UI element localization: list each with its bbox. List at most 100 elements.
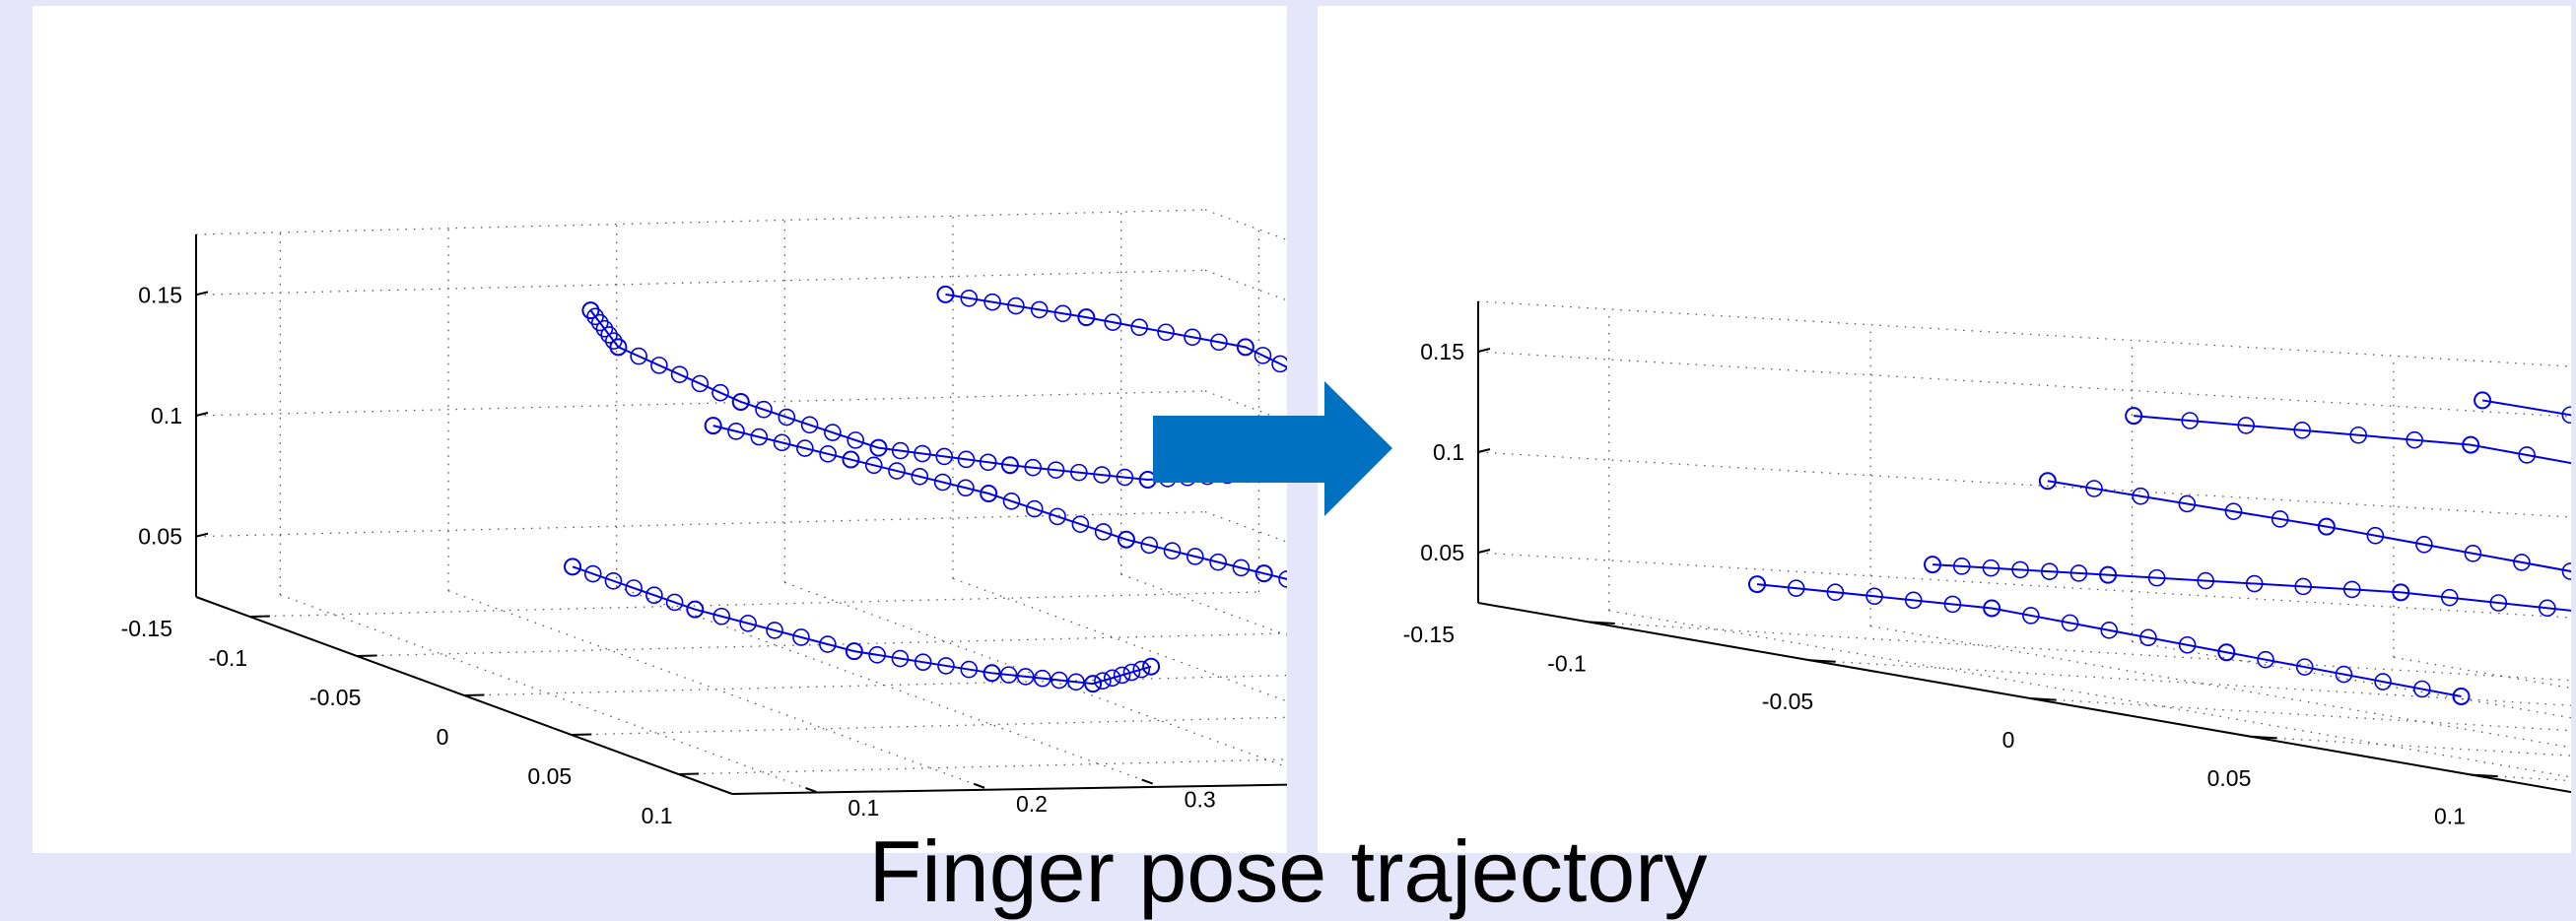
data-point [2349,426,2367,444]
data-point [1130,318,1148,337]
data-point [957,450,976,469]
data-point [2464,545,2482,562]
data-point [2440,588,2459,607]
data-point [888,462,906,480]
data-point [1787,579,1805,597]
data-point [796,439,814,457]
data-point [868,646,886,664]
right-3d-plot: -0.1-0.0500.050.10.10.20.30.40.50.050.10… [1403,300,2571,829]
data-point [2069,564,2088,582]
z-tick-label: 0.05 [138,524,182,550]
x-tick-mark [357,654,377,657]
z-tick-mark [195,412,209,417]
data-point [1747,575,1766,594]
data-point [686,600,705,619]
data-point [869,438,888,457]
data-point [2317,517,2336,536]
data-point [1952,558,1971,575]
data-point [2139,628,2157,647]
data-point [2237,417,2255,434]
data-series [1747,391,2571,705]
data-series [564,285,1287,693]
data-point [1163,542,1182,560]
data-point [2413,680,2431,698]
data-point [1232,559,1251,577]
series-line [945,293,1287,368]
data-point [1024,458,1043,477]
tick-labels: -0.1-0.0500.050.10.10.20.30.40.50.60.050… [121,282,1216,828]
data-point [665,593,684,612]
grid-line [249,591,1259,618]
data-point [630,347,647,365]
data-point [1271,355,1287,373]
data-point [2197,571,2214,590]
data-point [604,571,623,590]
data-point [1077,308,1096,327]
data-point [2462,435,2480,454]
data-point [2561,562,2571,580]
data-point [2406,430,2423,449]
data-point [1210,333,1228,352]
data-point [2489,594,2508,612]
data-point [581,301,600,320]
data-point [739,615,757,632]
x-tick-label: -0.1 [209,645,248,671]
data-point [891,649,910,668]
grid-line [1204,209,1287,241]
y-tick-label: 0.3 [1185,787,1216,813]
data-point [1142,657,1161,676]
data-point [2099,565,2118,584]
data-point [2452,687,2471,705]
z-tick-label: 0.05 [1420,540,1464,565]
data-point [1002,492,1021,510]
data-point [731,392,750,411]
data-point [1071,515,1090,533]
right-chart-panel: -0.1-0.0500.050.10.10.20.30.40.50.050.10… [1318,6,2571,853]
data-point [891,441,910,460]
data-point [595,319,614,338]
data-point [2181,412,2199,429]
data-point [2374,673,2392,691]
data-point [755,400,773,419]
data-point [935,447,954,466]
x-tick-mark [1808,659,1836,663]
data-point [2038,472,2057,491]
grid-line [2250,736,2571,757]
data-point [960,660,979,679]
data-point [609,338,628,357]
data-point [1034,669,1051,688]
grid-line [195,511,1206,538]
grid-line [280,594,817,793]
data-point [2518,446,2536,464]
data-point [712,383,729,402]
data-point [847,431,864,449]
data-point [2178,635,2197,654]
data-point [1117,530,1135,549]
data-point [1104,313,1122,331]
data-point [1051,671,1068,690]
x-tick-label: 0.1 [642,803,673,828]
data-point [670,365,689,383]
data-point [586,307,604,326]
z-tick-label: 0.15 [138,282,182,307]
z-tick-mark [1477,348,1491,353]
data-point [983,664,1001,683]
x-tick-mark [463,693,485,696]
data-point [704,417,722,435]
data-point [2294,577,2313,596]
data-point [712,607,731,625]
z-tick-mark [195,532,209,538]
z-tick-mark [1477,448,1491,453]
grid-line [1204,390,1287,423]
data-point [819,635,837,653]
data-point [1157,323,1175,342]
data-point [691,374,710,393]
left-chart-panel: -0.1-0.0500.050.10.10.20.30.40.50.60.050… [33,6,1287,853]
series-line [1756,583,2462,697]
data-point [1084,675,1103,693]
data-point [2271,510,2289,528]
data-point [590,313,609,332]
y-tick-label: 0.2 [1016,791,1048,817]
corner-tick-label: -0.15 [1403,622,1455,647]
data-point [2224,502,2243,520]
